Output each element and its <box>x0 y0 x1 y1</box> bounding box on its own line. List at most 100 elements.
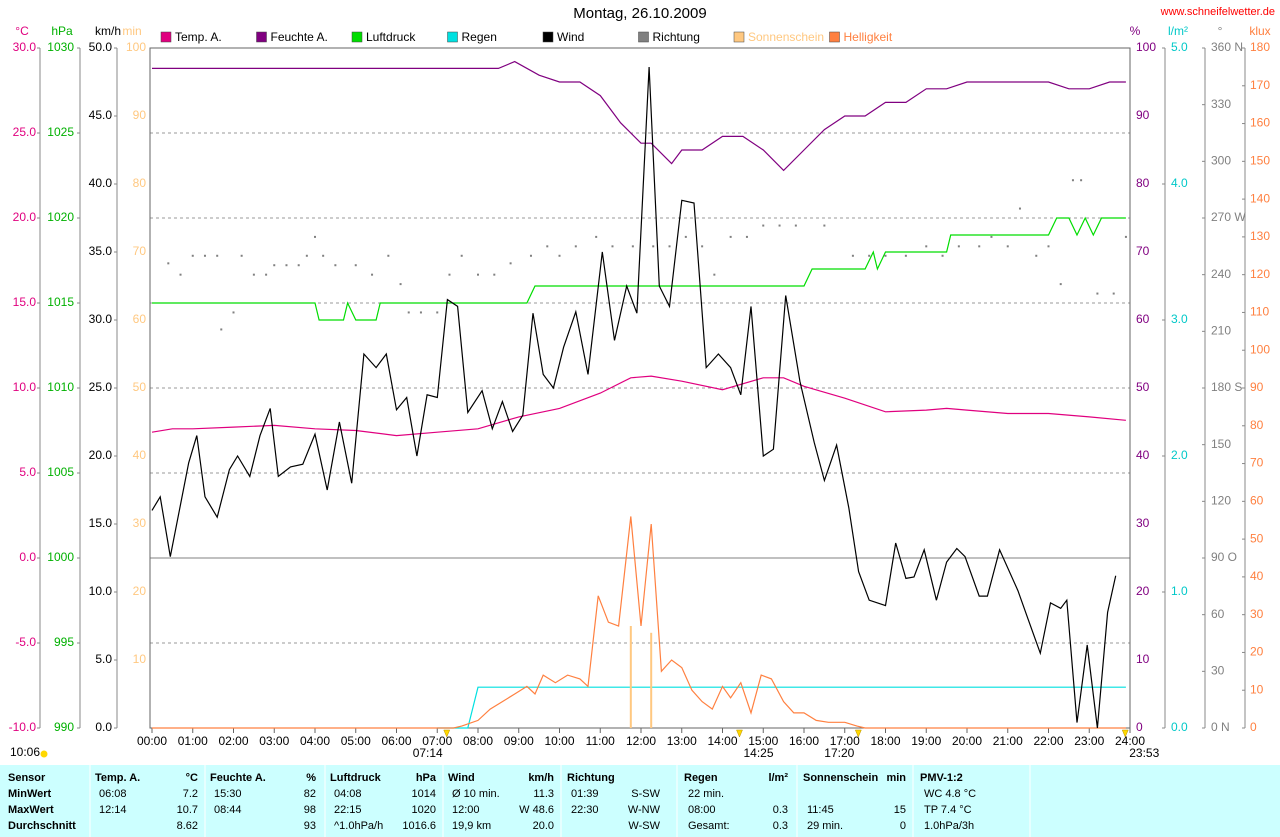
axis-title: hPa <box>51 24 73 38</box>
legend-swatch <box>638 31 649 43</box>
table-header: Luftdruck <box>330 772 382 784</box>
series-dot <box>1018 207 1021 210</box>
y-tick-label: 330 <box>1211 97 1231 111</box>
table-cell: 19,9 km <box>452 820 491 832</box>
series-dot <box>1080 179 1083 182</box>
table-cell: 1016.6 <box>402 820 436 832</box>
table-cell: 11:45 <box>807 804 834 816</box>
series-dot <box>990 235 993 238</box>
legend-label: Richtung <box>653 30 700 44</box>
series-dot <box>273 264 276 267</box>
x-tick-label: 16:00 <box>789 734 819 748</box>
series-dot <box>1071 179 1074 182</box>
series-dot <box>509 262 512 265</box>
y-tick-label: 40 <box>1250 569 1264 583</box>
x-tick-label: 20:00 <box>952 734 982 748</box>
table-cell: 82 <box>304 788 316 800</box>
y-tick-label: 40 <box>133 448 147 462</box>
series-line <box>152 60 1126 172</box>
y-tick-label: 25.0 <box>13 125 37 139</box>
series-dot <box>652 245 655 248</box>
table-cell: 22:15 <box>334 804 362 816</box>
table-header: Feuchte A. <box>210 772 266 784</box>
table-header: Temp. A. <box>95 772 140 784</box>
y-tick-label: -10.0 <box>9 720 37 734</box>
series-dot <box>232 311 235 314</box>
x-tick-label: 09:00 <box>504 734 534 748</box>
series-dot <box>904 254 907 257</box>
chart-title: Montag, 26.10.2009 <box>573 5 706 22</box>
table-cell: W-SW <box>628 820 660 832</box>
table-cell: 12:14 <box>99 804 127 816</box>
series-line <box>152 516 1126 729</box>
plot-border <box>149 47 1131 729</box>
y-tick-label: 20 <box>1250 645 1264 659</box>
table-cell: 12:00 <box>452 804 480 816</box>
y-tick-label: 30.0 <box>13 40 37 54</box>
table-header: Sonnenschein <box>803 772 878 784</box>
table-cell: WC 4.8 °C <box>924 788 976 800</box>
series-dot <box>448 273 451 276</box>
y-tick-label: 100 <box>1136 40 1156 54</box>
table-cell: 20.0 <box>533 820 554 832</box>
y-tick-label: 5.0 <box>95 652 112 666</box>
y-tick-label: 40.0 <box>89 176 113 190</box>
series-dot <box>1059 283 1062 286</box>
y-tick-label: 150 <box>1211 437 1231 451</box>
series-dot <box>611 245 614 248</box>
x-tick-label: 13:00 <box>667 734 697 748</box>
y-tick-label: 360 N <box>1211 40 1243 54</box>
row-label: MinWert <box>8 788 52 800</box>
legend-label: Regen <box>462 30 497 44</box>
table-cell: Ø 10 min. <box>452 788 500 800</box>
x-tick-label: 05:00 <box>341 734 371 748</box>
table-unit: l/m² <box>768 772 788 784</box>
y-tick-label: 50 <box>1136 380 1150 394</box>
y-tick-label: 90 <box>1136 108 1150 122</box>
y-tick-label: 1000 <box>47 550 74 564</box>
x-tick-label: 10:00 <box>544 734 574 748</box>
y-tick-label: 90 <box>1250 380 1264 394</box>
stats-table-bg <box>0 765 1280 837</box>
table-cell: 1014 <box>412 788 436 800</box>
series-dot <box>778 224 781 227</box>
annotation-marker <box>1121 729 1129 738</box>
y-tick-label: 90 <box>133 108 147 122</box>
y-tick-label: 1025 <box>47 125 74 139</box>
table-cell: Gesamt: <box>688 820 730 832</box>
table-cell: 8.62 <box>177 820 198 832</box>
y-tick-label: 0 N <box>1211 720 1230 734</box>
series-dot <box>265 273 268 276</box>
y-tick-label: 1.0 <box>1171 584 1188 598</box>
series-bar <box>629 626 632 728</box>
y-tick-label: -5.0 <box>15 635 36 649</box>
y-tick-label: 180 S <box>1211 380 1242 394</box>
table-cell: W 48.6 <box>519 804 554 816</box>
table-cell: 08:00 <box>688 804 716 816</box>
table-cell: 1.0hPa/3h <box>924 820 974 832</box>
table-cell: 04:08 <box>334 788 362 800</box>
legend-swatch <box>256 31 267 43</box>
y-tick-label: 60 <box>133 312 147 326</box>
table-header: Regen <box>684 772 718 784</box>
series-dot <box>546 245 549 248</box>
x-tick-label: 18:00 <box>870 734 900 748</box>
y-tick-label: 160 <box>1250 116 1270 130</box>
annotation: 14:25 <box>743 746 773 760</box>
series-dot <box>167 262 170 265</box>
y-tick-label: 140 <box>1250 191 1270 205</box>
table-cell: 29 min. <box>807 820 843 832</box>
series-dot <box>493 273 496 276</box>
series-line <box>151 66 1117 729</box>
y-tick-label: 10 <box>1250 682 1264 696</box>
series-dot <box>354 264 357 267</box>
y-tick-label: 100 <box>1250 342 1270 356</box>
annotation-marker <box>443 729 451 738</box>
y-tick-label: 70 <box>1250 456 1264 470</box>
y-tick-label: 300 <box>1211 154 1231 168</box>
y-tick-label: 110 <box>1250 305 1269 319</box>
series-dot <box>558 254 561 257</box>
annotation: 17:20 <box>824 746 854 760</box>
site-url[interactable]: www.schneifelwetter.de <box>1160 6 1275 18</box>
